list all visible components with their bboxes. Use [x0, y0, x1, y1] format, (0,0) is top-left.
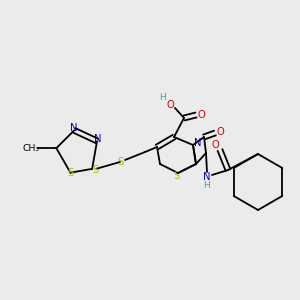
Text: O: O	[216, 127, 224, 137]
Text: O: O	[211, 140, 219, 150]
Text: H: H	[160, 94, 167, 103]
Text: S: S	[68, 168, 74, 178]
Text: CH₃: CH₃	[23, 144, 40, 153]
Text: N: N	[194, 138, 202, 148]
Text: N: N	[94, 134, 102, 144]
Text: S: S	[92, 165, 98, 175]
Text: N: N	[203, 172, 211, 182]
Text: N: N	[70, 123, 78, 133]
Text: O: O	[166, 100, 174, 110]
Text: H: H	[204, 181, 210, 190]
Text: O: O	[197, 110, 205, 120]
Text: S: S	[117, 157, 123, 167]
Text: S: S	[173, 171, 179, 181]
